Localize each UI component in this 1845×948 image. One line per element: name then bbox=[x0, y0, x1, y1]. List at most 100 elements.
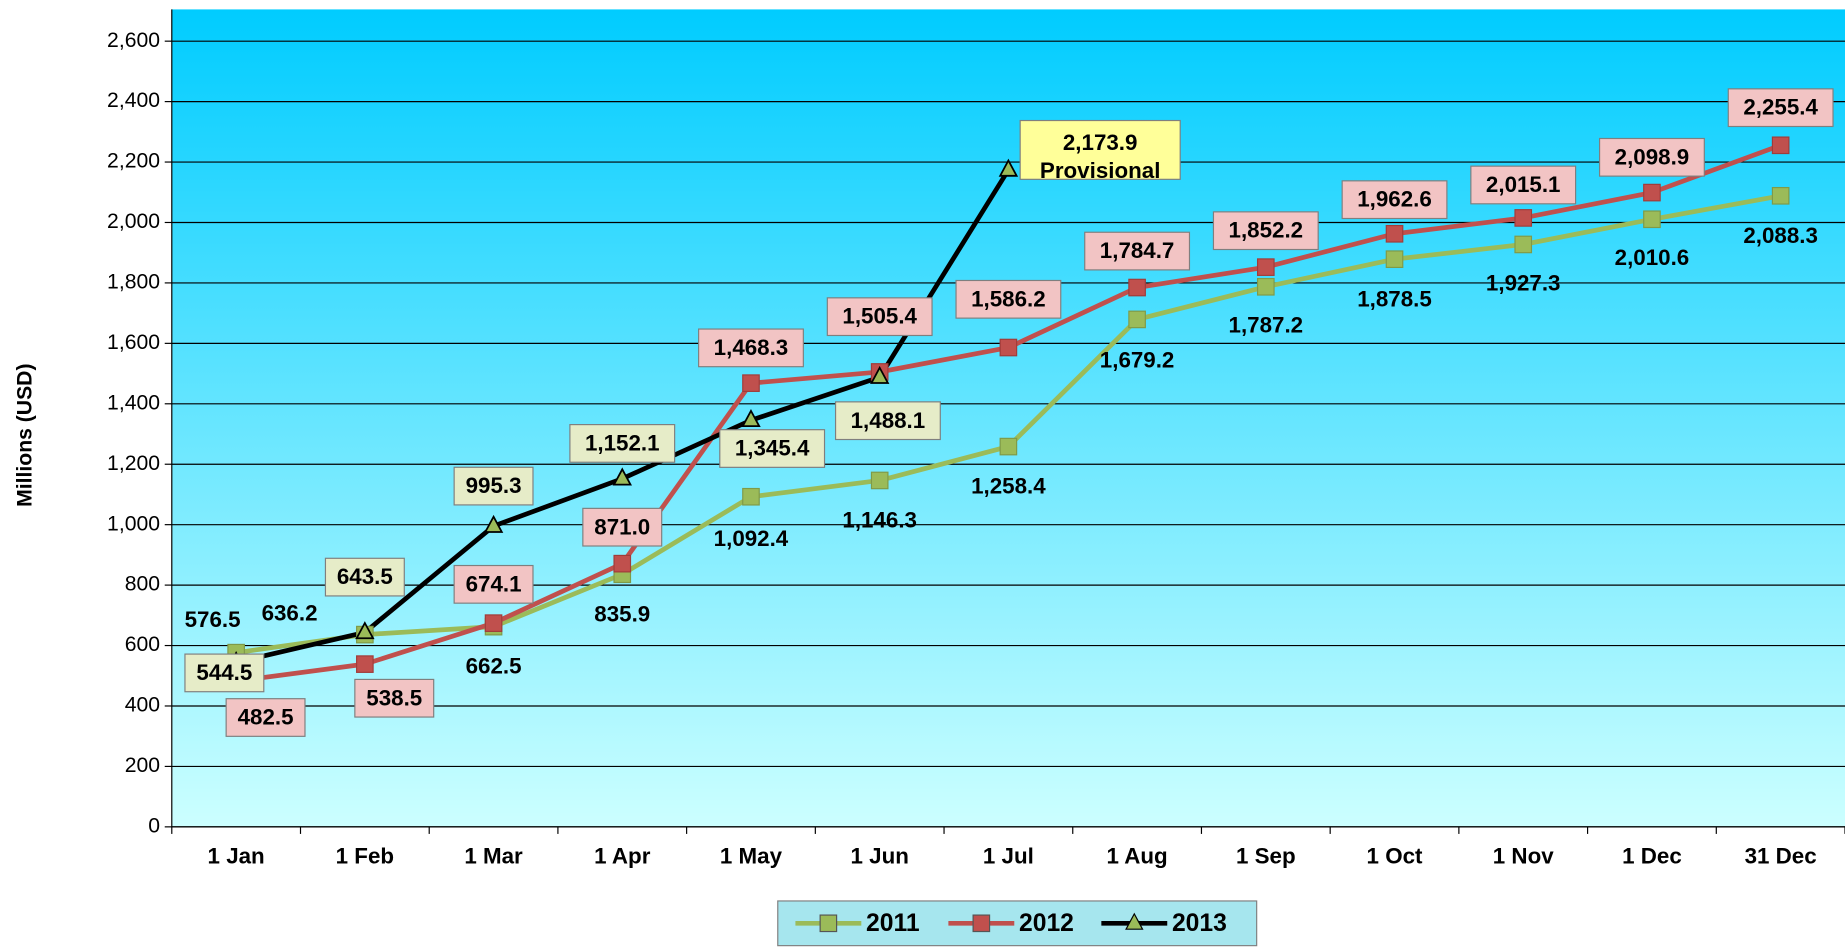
marker bbox=[1643, 183, 1661, 202]
y-tick-label: 200 bbox=[125, 754, 160, 777]
value-label: 1,787.2 bbox=[1229, 313, 1304, 338]
value-label: 538.5 bbox=[366, 685, 422, 710]
y-tick-label: 1,000 bbox=[107, 512, 160, 535]
marker bbox=[742, 487, 760, 506]
value-label: 1,852.2 bbox=[1229, 218, 1304, 243]
value-label-box bbox=[1470, 165, 1577, 205]
marker bbox=[742, 374, 760, 392]
x-tick-label: 31 Dec bbox=[1745, 843, 1817, 868]
marker bbox=[1385, 250, 1404, 269]
y-tick-label: 2,600 bbox=[107, 29, 160, 52]
x-tick-label: 1 Feb bbox=[336, 843, 394, 868]
value-label: 2,098.9 bbox=[1615, 144, 1690, 169]
value-label-box bbox=[354, 678, 435, 718]
value-label-box bbox=[225, 698, 306, 737]
value-label: 835.9 bbox=[594, 601, 650, 626]
legend-label: 2013 bbox=[1172, 910, 1227, 937]
marker bbox=[1256, 258, 1275, 276]
y-tick-label: 2,200 bbox=[107, 150, 160, 173]
value-label: 1,345.4 bbox=[735, 436, 810, 461]
value-label: 1,784.7 bbox=[1100, 238, 1175, 263]
x-tick-label: 1 Dec bbox=[1622, 843, 1682, 868]
value-label-box bbox=[453, 466, 534, 506]
value-label-box bbox=[719, 429, 826, 468]
x-tick-label: 1 Nov bbox=[1493, 843, 1554, 868]
value-label: 1,679.2 bbox=[1100, 348, 1175, 373]
marker bbox=[1771, 136, 1790, 155]
y-axis-label: Millions (USD) bbox=[13, 364, 36, 507]
x-tick-label: 1 Jul bbox=[983, 843, 1034, 868]
marker bbox=[1385, 224, 1404, 243]
marker bbox=[1514, 235, 1533, 254]
y-tick-label: 1,200 bbox=[107, 452, 160, 475]
value-label: 1,468.3 bbox=[714, 335, 789, 360]
value-label-box bbox=[1341, 180, 1448, 220]
marker bbox=[1128, 310, 1146, 329]
legend-marker bbox=[972, 914, 991, 933]
x-tick-label: 1 Aug bbox=[1106, 843, 1167, 868]
marker bbox=[355, 621, 375, 640]
value-label: 576.5 bbox=[185, 607, 241, 632]
marker bbox=[999, 437, 1018, 456]
y-tick-label: 1,400 bbox=[107, 391, 160, 414]
value-label: 1,152.1 bbox=[585, 431, 660, 456]
value-label: 1,092.4 bbox=[714, 526, 789, 551]
value-label-box bbox=[569, 424, 676, 463]
marker bbox=[1256, 277, 1275, 296]
marker bbox=[998, 158, 1019, 177]
value-label-box bbox=[698, 328, 804, 368]
annotation: Provisional bbox=[1040, 158, 1160, 183]
plot-area bbox=[171, 9, 1845, 827]
value-label-box bbox=[184, 653, 265, 693]
value-label: 1,258.4 bbox=[971, 474, 1046, 499]
value-label-box bbox=[1212, 211, 1319, 251]
x-tick-label: 1 Oct bbox=[1367, 843, 1423, 868]
marker bbox=[869, 365, 890, 384]
value-label: 1,488.1 bbox=[851, 408, 926, 433]
value-label-box bbox=[453, 564, 534, 604]
x-tick-label: 1 Jun bbox=[851, 843, 909, 868]
legend-label: 2012 bbox=[1019, 910, 1074, 937]
value-label: 995.3 bbox=[466, 473, 522, 498]
value-label: 871.0 bbox=[594, 514, 650, 539]
marker bbox=[613, 554, 632, 573]
marker bbox=[1128, 278, 1146, 297]
value-label: 2,173.9 bbox=[1063, 130, 1138, 155]
marker bbox=[612, 467, 632, 486]
value-label: 1,962.6 bbox=[1357, 187, 1432, 212]
marker bbox=[483, 514, 504, 533]
marker bbox=[1514, 209, 1533, 227]
x-tick-label: 1 Mar bbox=[464, 843, 523, 868]
marker bbox=[356, 655, 374, 673]
x-tick-label: 1 Apr bbox=[594, 843, 651, 868]
y-tick-label: 2,000 bbox=[107, 210, 160, 233]
legend-marker bbox=[819, 914, 838, 933]
legend: 2011 2012 2013 bbox=[777, 900, 1258, 947]
y-tick-label: 2,400 bbox=[107, 89, 160, 112]
value-label: 1,505.4 bbox=[842, 304, 917, 329]
value-label: 2,015.1 bbox=[1486, 172, 1561, 197]
legend-marker bbox=[1125, 912, 1144, 930]
marker bbox=[484, 614, 503, 632]
value-label-box bbox=[1727, 88, 1834, 128]
marker bbox=[741, 409, 761, 428]
legend-label: 2011 bbox=[866, 910, 920, 937]
value-label-box bbox=[834, 401, 941, 441]
value-label-box bbox=[1084, 231, 1191, 271]
value-label: 1,586.2 bbox=[971, 286, 1046, 311]
value-label-box bbox=[324, 557, 405, 597]
value-label: 2,255.4 bbox=[1743, 95, 1818, 120]
annotation-box bbox=[1019, 119, 1181, 180]
value-label-box bbox=[826, 297, 933, 337]
marker bbox=[1771, 186, 1790, 205]
value-label: 482.5 bbox=[238, 705, 294, 730]
value-label: 1,146.3 bbox=[842, 508, 917, 533]
value-label: 636.2 bbox=[262, 601, 318, 626]
value-label-box bbox=[1598, 137, 1705, 177]
value-label-box bbox=[955, 279, 1062, 319]
marker bbox=[870, 471, 889, 490]
y-tick-label: 400 bbox=[125, 694, 160, 717]
value-label: 2,010.6 bbox=[1615, 245, 1690, 270]
